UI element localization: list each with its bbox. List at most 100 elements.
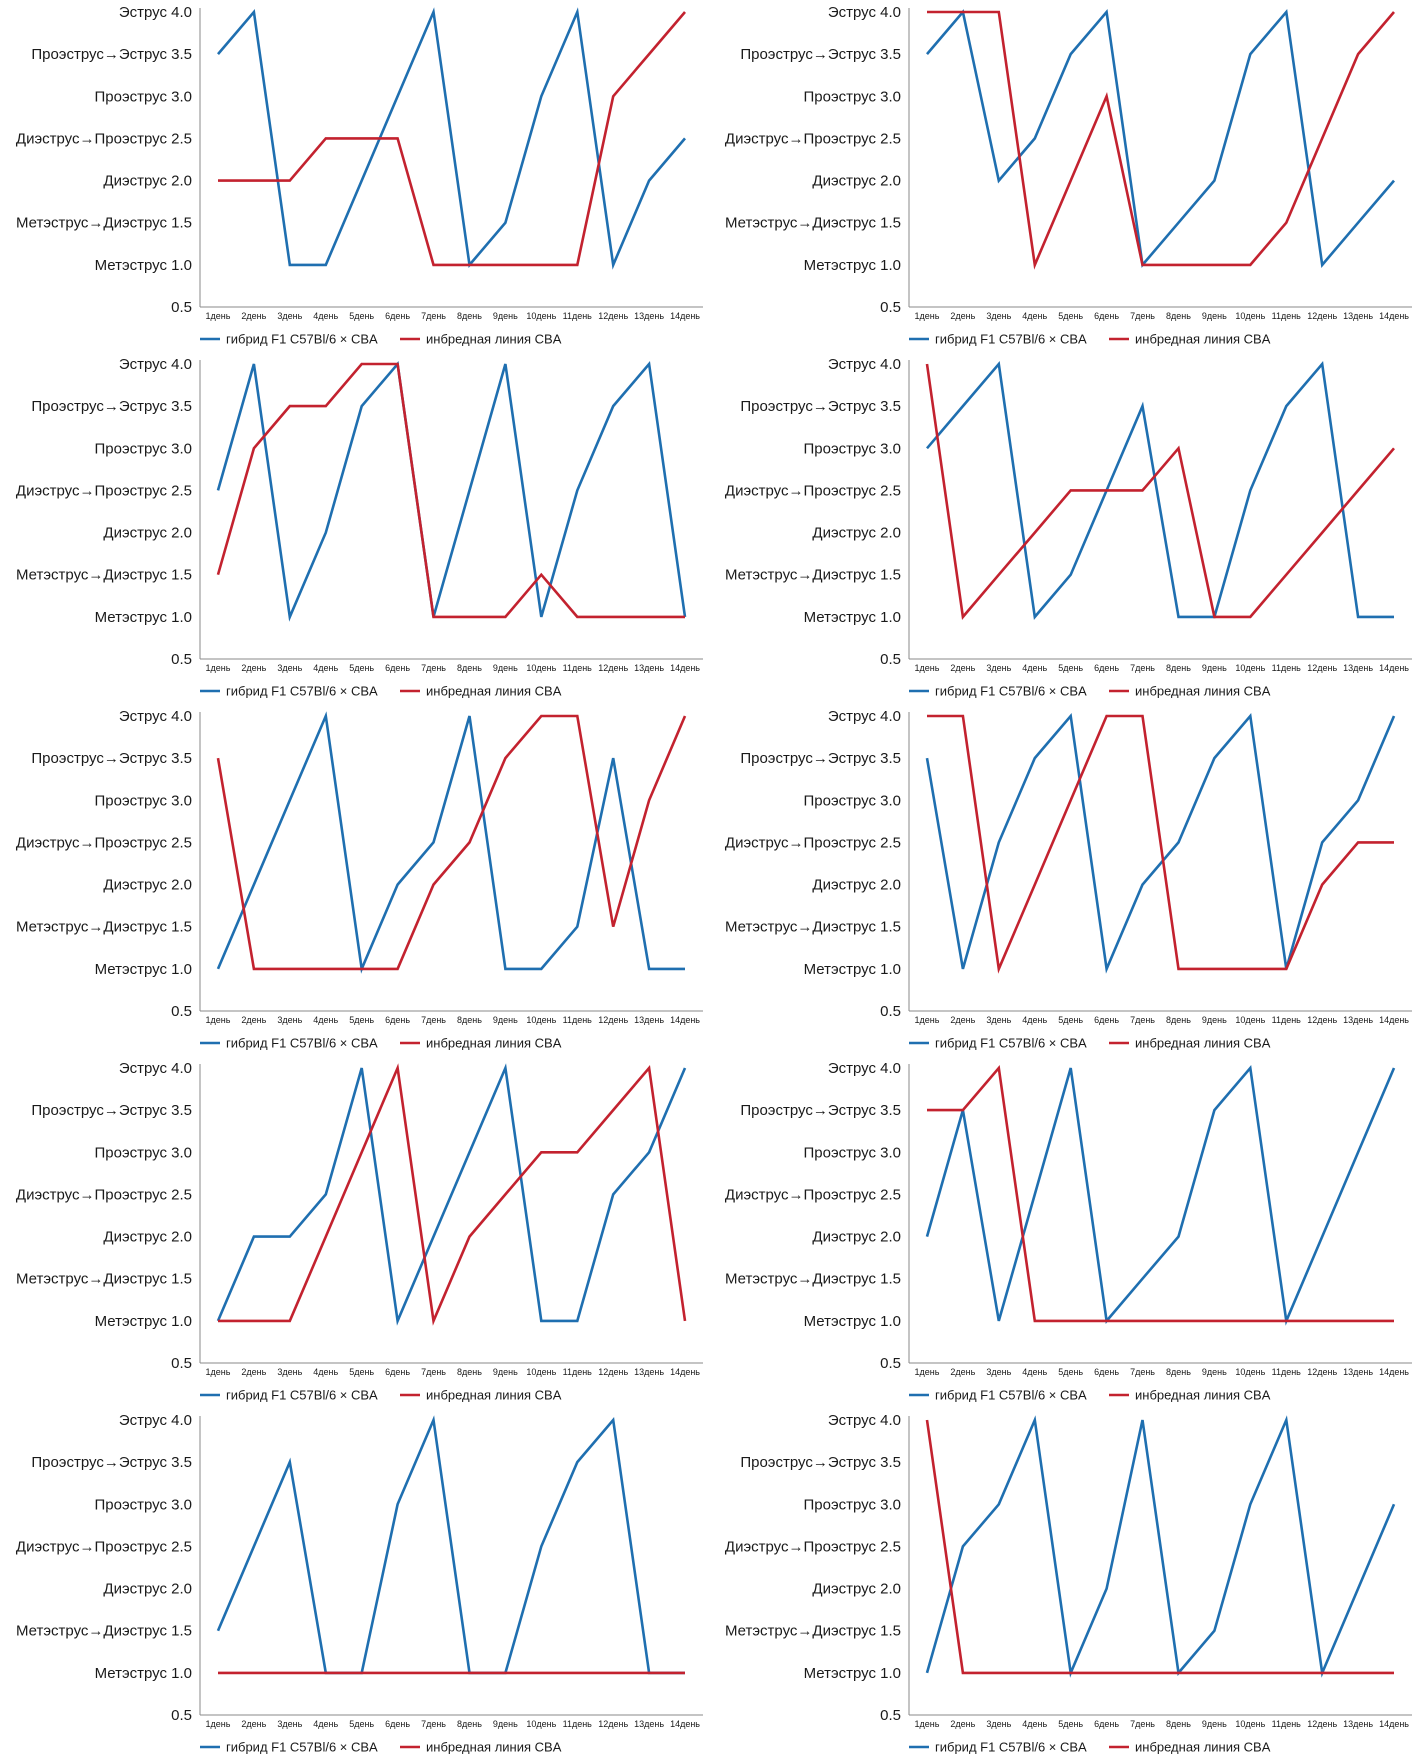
- y-tick-label: 0.5: [171, 651, 192, 668]
- y-tick-label: Метэструс 1.0: [804, 1313, 901, 1330]
- legend-label-inbred: инбредная линия CBA: [1135, 684, 1271, 699]
- x-tick-label: 12день: [1307, 311, 1337, 321]
- x-tick-label: 4день: [313, 663, 338, 673]
- x-tick-label: 6день: [385, 1367, 410, 1377]
- x-tick-label: 2день: [950, 1367, 975, 1377]
- series-line-inbred: [218, 11, 686, 267]
- y-tick-label: Диэструс→Проэструс 2.5: [725, 130, 901, 147]
- x-tick-label: 10день: [526, 663, 556, 673]
- x-tick-label: 9день: [493, 1719, 518, 1729]
- x-tick-label: 11день: [1272, 663, 1302, 673]
- legend-label-hybrid: гибрид F1 C57Bl/6 × CBA: [935, 1740, 1087, 1755]
- x-tick-label: 12день: [598, 1719, 628, 1729]
- x-tick-label: 4день: [1022, 663, 1047, 673]
- y-tick-label: Проэструс→Эструс 3.5: [31, 750, 192, 767]
- chart-panel: Эструс 4.0 Проэструс→Эструс 3.5 Проэструс …: [709, 0, 1417, 352]
- y-tick-label: Проэструс→Эструс 3.5: [31, 1454, 192, 1471]
- x-tick-label: 12день: [598, 663, 628, 673]
- x-tick-label: 5день: [349, 1719, 374, 1729]
- x-tick-label: 6день: [1094, 1719, 1119, 1729]
- y-tick-label: Эструс 4.0: [828, 356, 901, 373]
- x-tick-label: 6день: [1094, 311, 1119, 321]
- y-tick-label: Диэструс 2.0: [103, 877, 192, 894]
- x-tick-label: 8день: [1166, 1719, 1191, 1729]
- x-tick-label: 3день: [277, 1367, 302, 1377]
- x-tick-label: 11день: [1272, 1015, 1302, 1025]
- series-line-hybrid: [925, 712, 1396, 974]
- y-tick-label: Эструс 4.0: [828, 1412, 901, 1429]
- x-tick-label: 12день: [598, 1015, 628, 1025]
- y-tick-label: Проэструс 3.0: [803, 440, 901, 457]
- x-tick-label: 12день: [598, 311, 628, 321]
- y-tick-label: Метэструс→Диэструс 1.5: [725, 567, 901, 584]
- legend-label-hybrid: гибрид F1 C57Bl/6 × CBA: [226, 1036, 378, 1051]
- x-tick-label: 2день: [241, 663, 266, 673]
- x-tick-label: 11день: [563, 1719, 593, 1729]
- legend-label-inbred: инбредная линия CBA: [1135, 1036, 1271, 1051]
- x-tick-label: 10день: [1235, 1015, 1265, 1025]
- x-tick-label: 2день: [241, 311, 266, 321]
- y-tick-label: Диэструс→Проэструс 2.5: [725, 482, 901, 499]
- x-tick-label: 14день: [1379, 1719, 1409, 1729]
- y-tick-label: Диэструс→Проэструс 2.5: [725, 834, 901, 851]
- x-tick-label: 2день: [950, 1015, 975, 1025]
- y-tick-label: Метэструс 1.0: [95, 1313, 192, 1330]
- y-tick-label: 0.5: [171, 1355, 192, 1372]
- x-tick-label: 8день: [457, 663, 482, 673]
- x-tick-label: 2день: [950, 311, 975, 321]
- x-tick-label: 13день: [1343, 1015, 1373, 1025]
- x-tick-label: 12день: [1307, 663, 1337, 673]
- y-tick-label: Метэструс 1.0: [95, 1665, 192, 1682]
- x-tick-label: 14день: [670, 1719, 700, 1729]
- y-tick-label: Диэструс 2.0: [103, 1229, 192, 1246]
- y-tick-label: Метэструс 1.0: [95, 961, 192, 978]
- line-chart: Эструс 4.0 Проэструс→Эструс 3.5 Проэструс …: [725, 1412, 1412, 1755]
- legend-label-hybrid: гибрид F1 C57Bl/6 × CBA: [935, 1036, 1087, 1051]
- y-tick-label: Проэструс→Эструс 3.5: [740, 1102, 901, 1119]
- x-tick-label: 7день: [1130, 663, 1155, 673]
- y-tick-label: Проэструс 3.0: [94, 440, 192, 457]
- x-tick-label: 13день: [634, 1719, 664, 1729]
- y-tick-label: Проэструс 3.0: [94, 1144, 192, 1161]
- legend-label-inbred: инбредная линия CBA: [1135, 1388, 1271, 1403]
- y-tick-label: Метэструс 1.0: [804, 257, 901, 274]
- legend-label-inbred: инбредная линия CBA: [426, 1388, 562, 1403]
- x-tick-label: 5день: [1058, 663, 1083, 673]
- y-tick-label: 0.5: [880, 1003, 901, 1020]
- legend-label-hybrid: гибрид F1 C57Bl/6 × CBA: [935, 1388, 1087, 1403]
- chart-panel: Эструс 4.0 Проэструс→Эструс 3.5 Проэструс …: [0, 352, 708, 704]
- x-tick-label: 2день: [241, 1015, 266, 1025]
- x-tick-label: 3день: [277, 1015, 302, 1025]
- x-tick-label: 1день: [915, 1015, 940, 1025]
- x-tick-label: 4день: [313, 1015, 338, 1025]
- y-tick-label: Проэструс→Эструс 3.5: [31, 1102, 192, 1119]
- y-tick-label: 0.5: [880, 299, 901, 316]
- line-chart: Эструс 4.0 Проэструс→Эструс 3.5 Проэструс …: [725, 356, 1412, 699]
- x-tick-label: 4день: [313, 1719, 338, 1729]
- y-tick-label: Диэструс 2.0: [812, 877, 901, 894]
- x-tick-label: 1день: [206, 311, 231, 321]
- y-tick-label: Метэструс→Диэструс 1.5: [16, 1271, 192, 1288]
- y-tick-label: Диэструс→Проэструс 2.5: [16, 834, 192, 851]
- x-tick-label: 7день: [421, 663, 446, 673]
- x-tick-label: 5день: [349, 663, 374, 673]
- x-tick-label: 2день: [950, 1719, 975, 1729]
- legend-label-inbred: инбредная линия CBA: [426, 1036, 562, 1051]
- x-tick-label: 8день: [1166, 1367, 1191, 1377]
- x-tick-label: 9день: [1202, 311, 1227, 321]
- x-tick-label: 3день: [277, 663, 302, 673]
- x-tick-label: 4день: [1022, 1719, 1047, 1729]
- y-tick-label: Эструс 4.0: [828, 4, 901, 21]
- y-tick-label: Диэструс 2.0: [103, 173, 192, 190]
- x-tick-label: 4день: [1022, 1367, 1047, 1377]
- x-tick-label: 12день: [598, 1367, 628, 1377]
- legend-label-inbred: инбредная линия CBA: [1135, 1740, 1271, 1755]
- legend-label-inbred: инбредная линия CBA: [426, 1740, 562, 1755]
- x-tick-label: 7день: [421, 1719, 446, 1729]
- chart-panel: Эструс 4.0 Проэструс→Эструс 3.5 Проэструс …: [709, 352, 1417, 704]
- y-tick-label: 0.5: [171, 1003, 192, 1020]
- x-tick-label: 1день: [206, 1719, 231, 1729]
- series-line-hybrid: [216, 360, 687, 622]
- line-chart: Эструс 4.0 Проэструс→Эструс 3.5 Проэструс …: [725, 708, 1412, 1051]
- x-tick-label: 10день: [1235, 311, 1265, 321]
